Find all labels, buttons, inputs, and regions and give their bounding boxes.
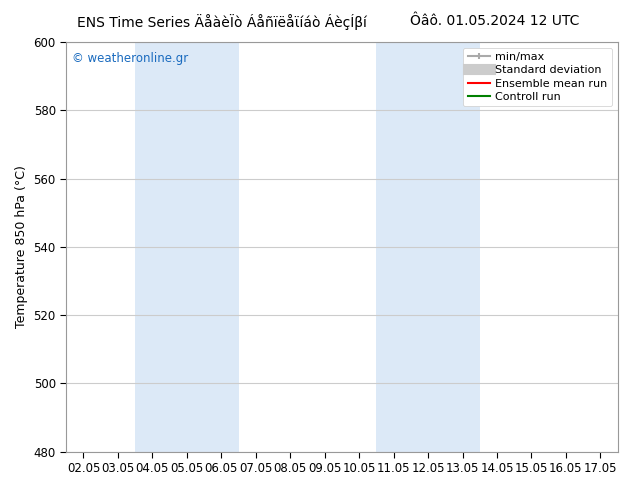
Bar bbox=[377, 42, 480, 452]
Legend: min/max, Standard deviation, Ensemble mean run, Controll run: min/max, Standard deviation, Ensemble me… bbox=[463, 48, 612, 106]
Text: Ôâô. 01.05.2024 12 UTC: Ôâô. 01.05.2024 12 UTC bbox=[410, 14, 579, 28]
Text: © weatheronline.gr: © weatheronline.gr bbox=[72, 52, 188, 65]
Bar bbox=[135, 42, 238, 452]
Text: ENS Time Series ÄåàèÏò Áåñïëåϊíáò ÁèçÍβí: ENS Time Series ÄåàèÏò Áåñïëåϊíáò ÁèçÍβí bbox=[77, 14, 367, 30]
Y-axis label: Temperature 850 hPa (°C): Temperature 850 hPa (°C) bbox=[15, 166, 28, 328]
